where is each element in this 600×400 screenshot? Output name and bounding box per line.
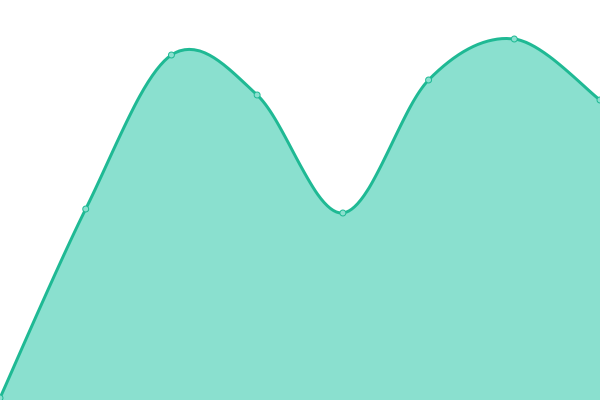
area-fill [0,38,600,400]
data-point-4 [339,209,347,217]
data-point-1 [82,205,90,213]
data-markers [0,35,600,400]
data-point-6 [510,35,518,43]
data-point-5 [425,76,433,84]
data-point-2 [167,51,175,59]
data-point-0 [0,394,4,400]
data-point-3 [253,91,261,99]
data-point-7 [596,96,600,104]
